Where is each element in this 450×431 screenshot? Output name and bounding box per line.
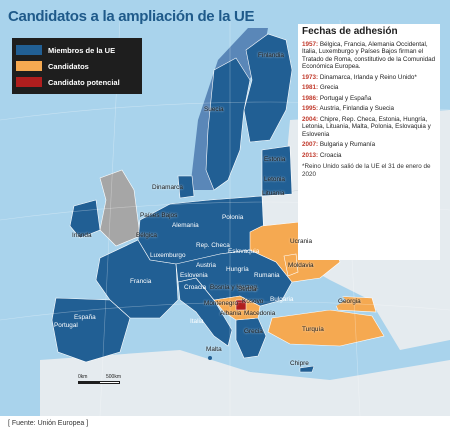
entry-2013: 2013: Croacia [302,152,436,160]
accession-panel: Fechas de adhesión 1957: Bélgica, Franci… [298,24,440,260]
label-dinamarca: Dinamarca [152,184,183,191]
label-kosovo: Kosovo [242,298,264,305]
entry-year: 1973: [302,73,319,81]
label-finlandia: Finlandia [258,52,284,59]
label-eslovenia: Eslovenia [180,272,208,279]
entry-text: Dinamarca, Irlanda y Reino Unido* [318,73,417,81]
label-francia: Francia [130,278,152,285]
region-moldavia [283,253,299,277]
label-ucrania: Ucrania [290,238,313,245]
legend-item-potencial: Candidato potencial [16,76,120,88]
label-paises-bajos: Países Bajos [140,212,178,219]
entry-year: 2007: [302,141,319,148]
region-reino-unido [99,169,141,247]
label-rep-checa: Rep. Checa [196,242,230,249]
entry-text: Croacia [318,151,342,159]
source-note: [ Fuente: Unión Europea ] [8,420,89,427]
label-georgia: Georgia [338,298,361,305]
label-estonia: Estonia [264,156,286,163]
entry-year: 1981: [302,84,319,91]
entry-text: Chipre, Rep. Checa, Estonia, Hungría, Le… [302,115,431,138]
label-luxemburgo: Luxemburgo [150,252,186,259]
entry-text: Bélgica, Francia, Alemania Occidental, I… [302,40,436,71]
region-dinamarca [177,175,195,199]
label-serbia: Serbia [238,286,257,293]
label-malta: Malta [206,346,222,353]
label-chipre: Chipre [290,360,309,367]
label-montenegro: Montenegro [204,300,239,307]
legend-swatch-candidatos [16,61,42,71]
entry-2007: 2007: Bulgaria y Rumanía [302,141,436,149]
label-alemania: Alemania [172,222,199,229]
entry-text: Austria, Finlandia y Suecia [318,105,395,112]
label-polonia: Polonia [222,214,244,221]
black-sea [284,284,346,312]
entry-text: Grecia [318,84,339,91]
entry-year: 1986: [302,94,319,102]
label-moldavia: Moldavia [288,262,314,269]
entry-1981: 1981: Grecia [302,84,436,92]
map-title: Candidatos a la ampliación de la UE [8,8,255,25]
entry-year: 2013: [302,151,319,159]
entry-1986: 1986: Portugal y España [302,95,436,103]
legend-label-potencial: Candidato potencial [48,77,120,87]
region-chipre [299,365,315,373]
entry-1995: 1995: Austria, Finlandia y Suecia [302,105,436,113]
legend-swatch-miembros [16,45,42,55]
label-hungria: Hungría [226,266,249,273]
label-belgica: Bélgica [136,232,157,239]
entry-1973: 1973: Dinamarca, Irlanda y Reino Unido* [302,74,436,82]
label-macedonia: Macedonia [244,310,276,317]
label-bosnia: Bosnia y Herzeg. [210,284,259,291]
label-bulgaria: Bulgaria [270,296,294,303]
label-italia: Italia [190,318,204,325]
legend-item-miembros: Miembros de la UE [16,44,115,56]
label-eslovaquia: Eslovaquia [228,248,260,255]
label-rumania: Rumania [254,272,280,279]
label-croacia: Croacia [184,284,207,291]
panel-title: Fechas de adhesión [302,26,398,37]
entry-2004: 2004: Chipre, Rep. Checa, Estonia, Hungr… [302,116,436,139]
legend-swatch-potencial [16,77,42,87]
label-irlanda: Irlanda [72,232,92,239]
label-suecia: Suecia [204,106,224,113]
label-espana: España [74,314,96,321]
entry-1957: 1957: Bélgica, Francia, Alemania Occiden… [302,41,436,71]
legend-label-candidatos: Candidatos [48,61,89,71]
region-francia [95,239,179,319]
label-grecia: Grecia [244,328,263,335]
label-austria: Austria [196,262,216,269]
entry-year: 2004: [302,115,319,123]
region-kosovo [235,299,247,311]
legend-item-candidatos: Candidatos [16,60,89,72]
entry-text: Bulgaria y Rumanía [318,141,376,148]
label-turquia: Turquía [302,326,324,333]
region-sudeste [175,249,293,307]
region-finlandia [243,33,293,143]
legend-label-miembros: Miembros de la UE [48,45,116,55]
region-baltics [261,145,293,197]
label-lituania: Lituania [262,190,285,197]
scale-bar-segment [99,381,120,384]
region-suecia [205,57,251,191]
panel-note: *Reino Unido salió de la UE el 31 de ene… [302,163,431,178]
entry-text: Portugal y España [318,94,372,102]
region-malta [208,356,212,360]
entry-year: 1957: [302,40,319,48]
region-irlanda [69,199,101,239]
region-turquia [267,309,385,347]
label-albania: Albania [220,310,242,317]
label-letonia: Letonia [264,176,285,183]
entry-year: 1995: [302,105,319,112]
land-africa [40,350,450,416]
region-iberia [51,297,131,363]
legend: Miembros de la UE Candidatos Candidato p… [12,38,142,94]
map-scale: 0km 500km [78,374,122,384]
scale-label-start: 0km [78,374,88,380]
label-portugal: Portugal [54,322,78,329]
scale-label-end: 500km [106,374,122,380]
